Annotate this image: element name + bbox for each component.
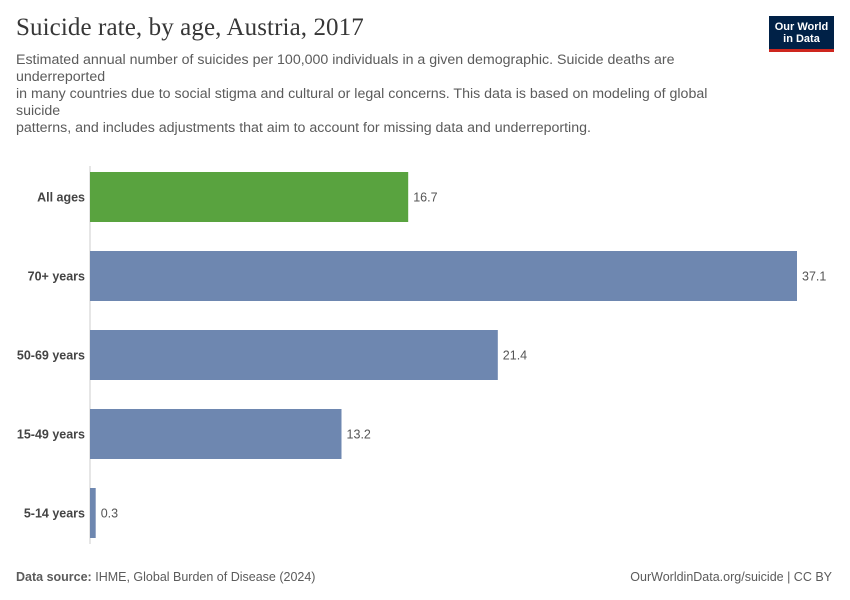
logo-line: in Data [783,33,820,45]
data-source-label: Data source: [16,570,92,584]
chart-title: Suicide rate, by age, Austria, 2017 [16,14,364,41]
subtitle-line: in many countries due to social stigma a… [16,86,708,119]
category-label: 15-49 years [17,428,85,442]
bar-all-ages[interactable] [90,172,409,222]
value-label: 0.3 [101,507,118,521]
bar-70-years[interactable] [90,251,797,301]
chart-subtitle: Estimated annual number of suicides per … [16,52,746,137]
data-source-text: IHME, Global Burden of Disease (2024) [95,570,316,584]
subtitle-line: Estimated annual number of suicides per … [16,52,675,85]
category-label: 70+ years [28,270,85,284]
bar-50-69-years[interactable] [90,330,498,380]
category-label: 5-14 years [24,507,85,521]
value-label: 21.4 [503,349,527,363]
category-label: All ages [37,191,85,205]
value-label: 13.2 [347,428,371,442]
owid-logo[interactable]: Our World in Data [769,16,834,52]
data-source: Data source: IHME, Global Burden of Dise… [16,570,315,584]
bar-chart: All ages 16.7 70+ years 37.1 50-69 years 21.4… [17,166,826,544]
category-label: 50-69 years [17,349,85,363]
subtitle-line: patterns, and includes adjustments that … [16,120,591,136]
bar-5-14-years[interactable] [90,488,96,538]
value-label: 16.7 [413,191,437,205]
bar-15-49-years[interactable] [90,409,342,459]
source-url[interactable]: OurWorldinData.org/suicide | CC BY [630,570,832,584]
value-label: 37.1 [802,270,826,284]
logo-line: Our World [774,21,829,33]
